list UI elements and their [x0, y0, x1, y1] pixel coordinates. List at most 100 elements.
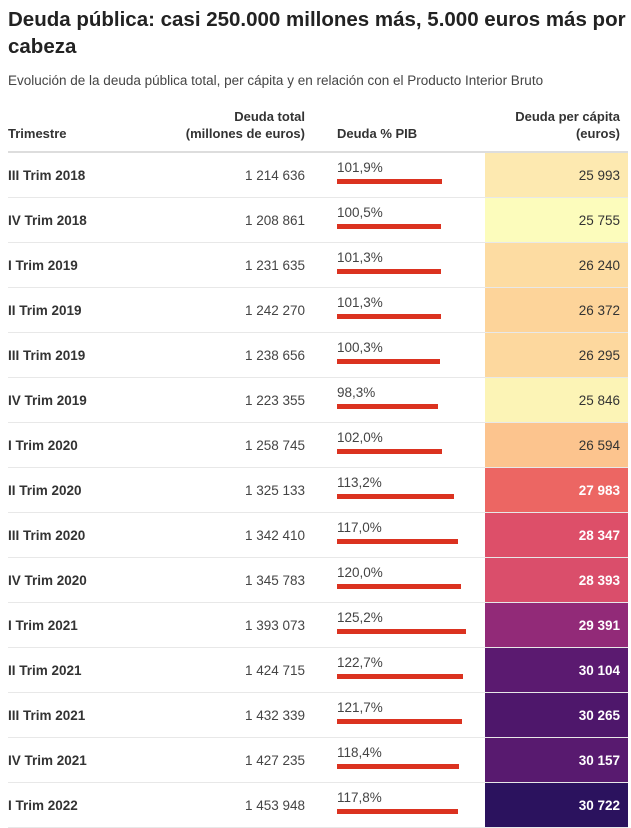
cell-trimestre: III Trim 2020 — [8, 512, 178, 558]
pib-label: 120,0% — [337, 565, 383, 580]
pib-label: 113,2% — [337, 475, 382, 490]
cell-trimestre: IV Trim 2019 — [8, 377, 178, 423]
table-row: III Trim 2020 1 342 410 117,0% 28 347 — [8, 512, 628, 558]
cell-trimestre: III Trim 2019 — [8, 332, 178, 378]
cell-deuda-pib: 118,4% — [305, 737, 485, 783]
cell-deuda-pib: 122,7% — [305, 647, 485, 693]
table-row: II Trim 2020 1 325 133 113,2% 27 983 — [8, 467, 628, 513]
pib-bar — [337, 224, 441, 229]
pib-label: 101,3% — [337, 250, 383, 265]
column-header-deuda-total[interactable]: Deuda total (millones de euros) — [178, 108, 305, 153]
cell-deuda-total: 1 258 745 — [178, 422, 305, 468]
cell-trimestre: I Trim 2022 — [8, 782, 178, 828]
table-header-row: Trimestre Deuda total (millones de euros… — [8, 108, 628, 153]
table-row: II Trim 2021 1 424 715 122,7% 30 104 — [8, 647, 628, 693]
pib-label: 122,7% — [337, 655, 383, 670]
cell-deuda-total: 1 223 355 — [178, 377, 305, 423]
cell-deuda-total: 1 345 783 — [178, 557, 305, 603]
table-row: I Trim 2021 1 393 073 125,2% 29 391 — [8, 602, 628, 648]
pib-bar — [337, 674, 464, 679]
cell-deuda-per-capita: 26 295 — [485, 332, 628, 378]
cell-deuda-total: 1 342 410 — [178, 512, 305, 558]
pib-label: 101,3% — [337, 295, 383, 310]
pib-bar — [337, 584, 461, 589]
cell-deuda-per-capita: 26 594 — [485, 422, 628, 468]
pib-bar — [337, 269, 442, 274]
cell-deuda-pib: 101,3% — [305, 287, 485, 333]
cell-trimestre: I Trim 2019 — [8, 242, 178, 288]
cell-deuda-total: 1 325 133 — [178, 467, 305, 513]
cell-deuda-per-capita: 26 372 — [485, 287, 628, 333]
cell-trimestre: I Trim 2021 — [8, 602, 178, 648]
cell-deuda-pib: 102,0% — [305, 422, 485, 468]
cell-deuda-total: 1 208 861 — [178, 197, 305, 243]
table-row: III Trim 2018 1 214 636 101,9% 25 993 — [8, 152, 628, 198]
cell-deuda-total: 1 427 235 — [178, 737, 305, 783]
table-row: I Trim 2022 1 453 948 117,8% 30 722 — [8, 782, 628, 828]
column-header-deuda-per-capita[interactable]: Deuda per cápita (euros) — [485, 108, 628, 153]
column-header-deuda-pib[interactable]: Deuda % PIB — [305, 108, 485, 153]
cell-deuda-total: 1 231 635 — [178, 242, 305, 288]
pib-label: 100,5% — [337, 205, 383, 220]
cell-deuda-total: 1 432 339 — [178, 692, 305, 738]
data-table: Trimestre Deuda total (millones de euros… — [8, 108, 628, 828]
cell-deuda-per-capita: 27 983 — [485, 467, 628, 513]
pib-bar — [337, 404, 439, 409]
pib-label: 102,0% — [337, 430, 383, 445]
cell-deuda-per-capita: 25 993 — [485, 152, 628, 198]
pib-bar — [337, 314, 442, 319]
column-header-trimestre[interactable]: Trimestre — [8, 108, 178, 153]
pib-bar — [337, 359, 441, 364]
pib-bar — [337, 494, 454, 499]
cell-deuda-pib: 100,5% — [305, 197, 485, 243]
table-row: IV Trim 2019 1 223 355 98,3% 25 846 — [8, 377, 628, 423]
pib-label: 98,3% — [337, 385, 376, 400]
cell-deuda-pib: 125,2% — [305, 602, 485, 648]
cell-deuda-per-capita: 25 846 — [485, 377, 628, 423]
cell-deuda-total: 1 242 270 — [178, 287, 305, 333]
cell-deuda-per-capita: 26 240 — [485, 242, 628, 288]
table-row: IV Trim 2020 1 345 783 120,0% 28 393 — [8, 557, 628, 603]
table-row: I Trim 2020 1 258 745 102,0% 26 594 — [8, 422, 628, 468]
cell-trimestre: II Trim 2019 — [8, 287, 178, 333]
cell-deuda-total: 1 214 636 — [178, 152, 305, 198]
cell-deuda-pib: 117,0% — [305, 512, 485, 558]
pib-bar — [337, 764, 459, 769]
cell-trimestre: I Trim 2020 — [8, 422, 178, 468]
table-row: I Trim 2019 1 231 635 101,3% 26 240 — [8, 242, 628, 288]
pib-label: 117,0% — [337, 520, 382, 535]
table-row: III Trim 2019 1 238 656 100,3% 26 295 — [8, 332, 628, 378]
cell-deuda-pib: 113,2% — [305, 467, 485, 513]
pib-bar — [337, 179, 442, 184]
pib-label: 101,9% — [337, 160, 383, 175]
cell-deuda-per-capita: 30 157 — [485, 737, 628, 783]
cell-deuda-total: 1 238 656 — [178, 332, 305, 378]
table-row: IV Trim 2018 1 208 861 100,5% 25 755 — [8, 197, 628, 243]
chart-subtitle: Evolución de la deuda pública total, per… — [8, 73, 544, 88]
cell-trimestre: IV Trim 2018 — [8, 197, 178, 243]
cell-trimestre: III Trim 2018 — [8, 152, 178, 198]
cell-deuda-pib: 120,0% — [305, 557, 485, 603]
cell-deuda-pib: 98,3% — [305, 377, 485, 423]
pib-bar — [337, 719, 463, 724]
cell-deuda-pib: 121,7% — [305, 692, 485, 738]
cell-deuda-pib: 101,3% — [305, 242, 485, 288]
cell-deuda-total: 1 453 948 — [178, 782, 305, 828]
cell-deuda-pib: 117,8% — [305, 782, 485, 828]
cell-trimestre: IV Trim 2020 — [8, 557, 178, 603]
pib-bar — [337, 629, 466, 634]
cell-deuda-per-capita: 30 104 — [485, 647, 628, 693]
cell-trimestre: II Trim 2021 — [8, 647, 178, 693]
table-row: II Trim 2019 1 242 270 101,3% 26 372 — [8, 287, 628, 333]
cell-deuda-per-capita: 29 391 — [485, 602, 628, 648]
cell-deuda-pib: 101,9% — [305, 152, 485, 198]
cell-trimestre: II Trim 2020 — [8, 467, 178, 513]
cell-deuda-per-capita: 30 265 — [485, 692, 628, 738]
pib-label: 100,3% — [337, 340, 383, 355]
cell-deuda-total: 1 393 073 — [178, 602, 305, 648]
table-row: IV Trim 2021 1 427 235 118,4% 30 157 — [8, 737, 628, 783]
cell-deuda-per-capita: 30 722 — [485, 782, 628, 828]
cell-deuda-pib: 100,3% — [305, 332, 485, 378]
cell-trimestre: III Trim 2021 — [8, 692, 178, 738]
